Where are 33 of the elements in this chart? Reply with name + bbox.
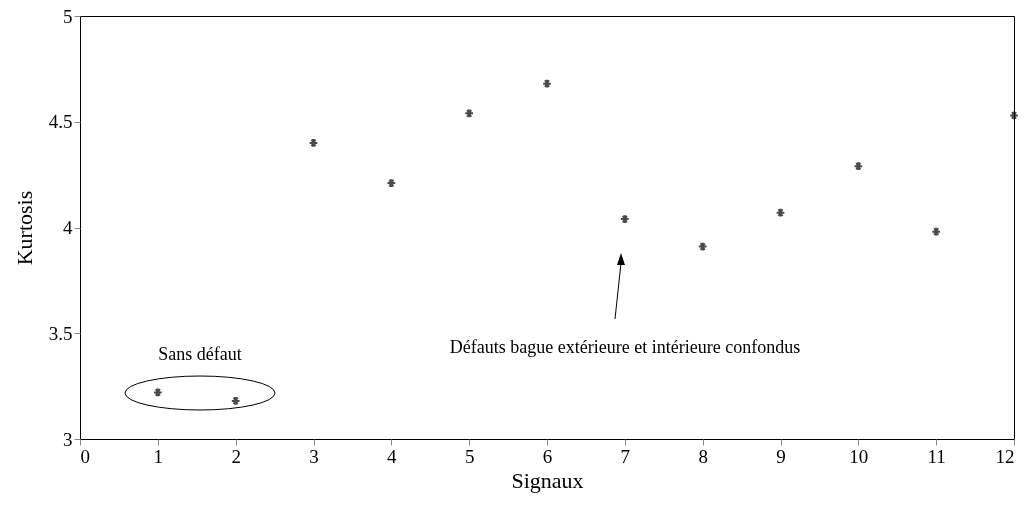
x-tick-label: 9 [776, 445, 786, 467]
point [230, 396, 241, 406]
x-tick-label: 0 [80, 445, 90, 467]
y-tick-label: 3.5 [48, 322, 73, 344]
x-tick-label: 4 [387, 445, 398, 467]
x-tick-label: 6 [542, 445, 553, 467]
y-tick-label: 4.5 [48, 111, 73, 133]
y-tick-label: 5 [63, 5, 73, 27]
annotation: Défauts bague extérieure et intérieure confondus [449, 337, 801, 357]
x-tick-label: 1 [153, 445, 164, 467]
x-tick-label: 3 [309, 445, 319, 467]
point [152, 387, 163, 398]
x-axis-title: Signaux [511, 467, 584, 493]
point [386, 178, 397, 188]
x-tick-label: 10 [849, 445, 869, 467]
x-tick-label: 8 [698, 445, 708, 467]
point [775, 207, 786, 218]
point [542, 78, 552, 89]
x-tick-label: 11 [927, 445, 946, 467]
point [1009, 110, 1019, 121]
x-tick-label: 7 [620, 445, 631, 467]
x-tick-label: 2 [231, 445, 241, 467]
y-tick-label: 4 [63, 217, 73, 238]
x-tick-label: 5 [464, 445, 475, 467]
point [464, 108, 475, 119]
point [619, 214, 630, 224]
point [697, 241, 708, 252]
point [308, 138, 319, 148]
y-tick-label: 3 [63, 428, 73, 450]
x-tick-label: 12 [995, 445, 1015, 467]
y-axis-title: Kurtosis [11, 190, 37, 266]
point [931, 226, 942, 237]
annotation: Sans défaut [158, 344, 242, 364]
